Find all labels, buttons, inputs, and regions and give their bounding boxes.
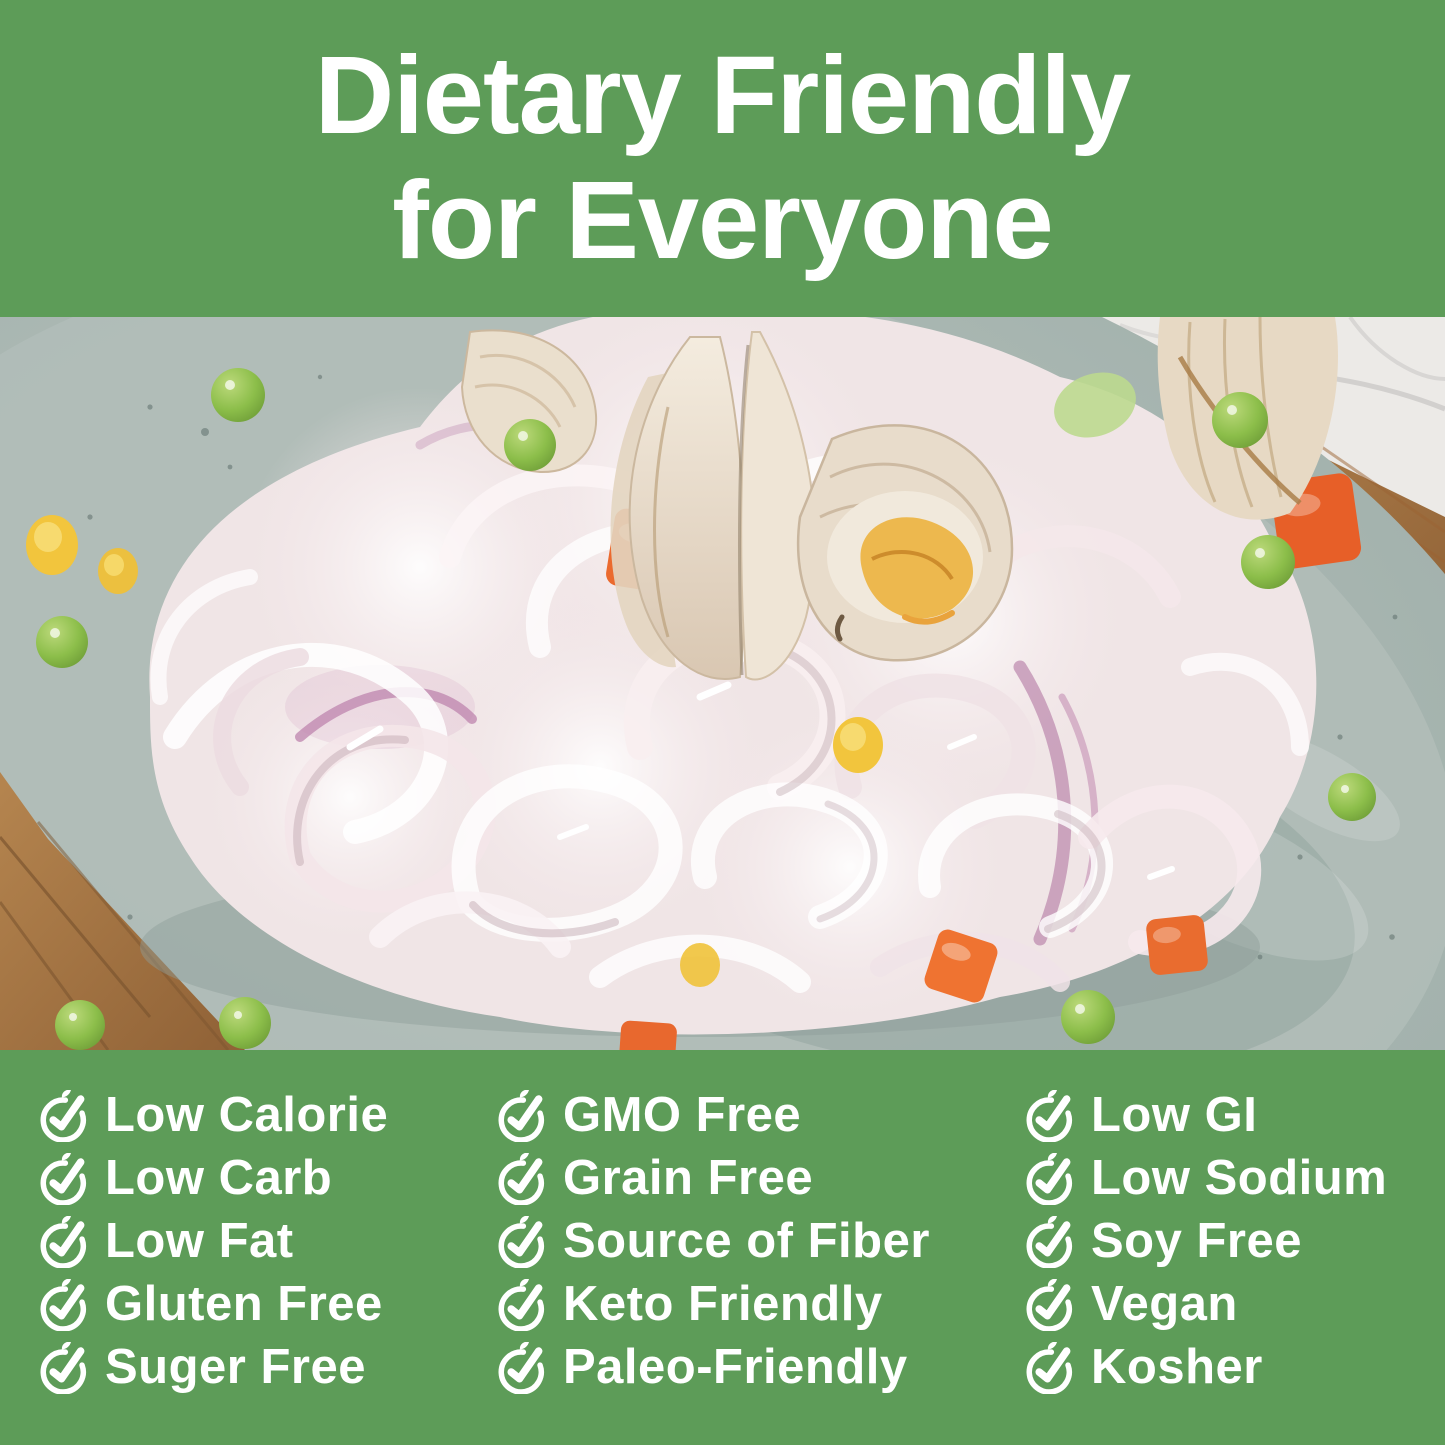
check-icon: [1024, 1090, 1074, 1142]
benefits-column-3: Low GI Low Sodium Soy Free Vegan Kosher: [1024, 1084, 1387, 1399]
benefits-band: Low Calorie Low Carb Low Fat Gluten Free…: [0, 1050, 1445, 1445]
benefit-item: Suger Free: [38, 1336, 388, 1399]
benefit-label: Soy Free: [1091, 1214, 1302, 1268]
benefit-label: Low Fat: [105, 1214, 294, 1268]
benefit-label: Vegan: [1091, 1277, 1238, 1331]
check-icon: [496, 1216, 546, 1268]
check-icon: [496, 1153, 546, 1205]
benefit-item: Grain Free: [496, 1147, 930, 1210]
benefit-label: Low Sodium: [1091, 1151, 1388, 1205]
benefit-label: Kosher: [1091, 1340, 1263, 1394]
benefit-label: Low Calorie: [105, 1088, 389, 1142]
benefit-item: Low GI: [1024, 1084, 1387, 1147]
benefit-label: Source of Fiber: [563, 1214, 930, 1268]
header-band: Dietary Friendly for Everyone: [0, 0, 1445, 317]
check-icon: [38, 1090, 88, 1142]
benefit-label: Low GI: [1091, 1088, 1258, 1142]
title-line-1: Dietary Friendly: [314, 34, 1131, 158]
benefit-item: Soy Free: [1024, 1210, 1387, 1273]
check-icon: [1024, 1342, 1074, 1394]
check-icon: [1024, 1216, 1074, 1268]
benefit-label: Keto Friendly: [563, 1277, 883, 1331]
check-icon: [1024, 1279, 1074, 1331]
benefit-label: Low Carb: [105, 1151, 333, 1205]
benefit-label: Grain Free: [563, 1151, 814, 1205]
corn-kernels: [26, 515, 883, 987]
product-photo: [0, 317, 1445, 1050]
check-icon: [38, 1342, 88, 1394]
benefit-item: Vegan: [1024, 1273, 1387, 1336]
title-line-2: for Everyone: [392, 158, 1053, 282]
plate-speckles: [82, 374, 1398, 980]
clam-shell-top-left: [460, 329, 598, 474]
benefit-item: Low Carb: [38, 1147, 388, 1210]
check-icon: [496, 1342, 546, 1394]
benefit-item: Low Sodium: [1024, 1147, 1387, 1210]
check-icon: [496, 1279, 546, 1331]
check-icon: [38, 1153, 88, 1205]
food-photo-illustration: [0, 317, 1445, 1050]
benefit-item: GMO Free: [496, 1084, 930, 1147]
benefits-column-2: GMO Free Grain Free Source of Fiber Keto…: [496, 1084, 930, 1399]
benefit-item: Kosher: [1024, 1336, 1387, 1399]
benefit-item: Source of Fiber: [496, 1210, 930, 1273]
benefit-label: GMO Free: [563, 1088, 802, 1142]
green-peas: [36, 368, 1376, 1050]
page-title: Dietary Friendly for Everyone: [314, 34, 1131, 283]
benefit-item: Low Fat: [38, 1210, 388, 1273]
benefit-label: Gluten Free: [105, 1277, 383, 1331]
benefit-item: Paleo-Friendly: [496, 1336, 930, 1399]
clam-shell-open: [796, 424, 1014, 662]
check-icon: [38, 1216, 88, 1268]
check-icon: [496, 1090, 546, 1142]
benefits-column-1: Low Calorie Low Carb Low Fat Gluten Free…: [38, 1084, 388, 1399]
benefit-label: Paleo-Friendly: [563, 1340, 908, 1394]
clam-shell-center: [610, 331, 816, 681]
benefit-item: Keto Friendly: [496, 1273, 930, 1336]
check-icon: [38, 1279, 88, 1331]
check-icon: [1024, 1153, 1074, 1205]
benefit-item: Low Calorie: [38, 1084, 388, 1147]
benefit-label: Suger Free: [105, 1340, 366, 1394]
benefit-item: Gluten Free: [38, 1273, 388, 1336]
